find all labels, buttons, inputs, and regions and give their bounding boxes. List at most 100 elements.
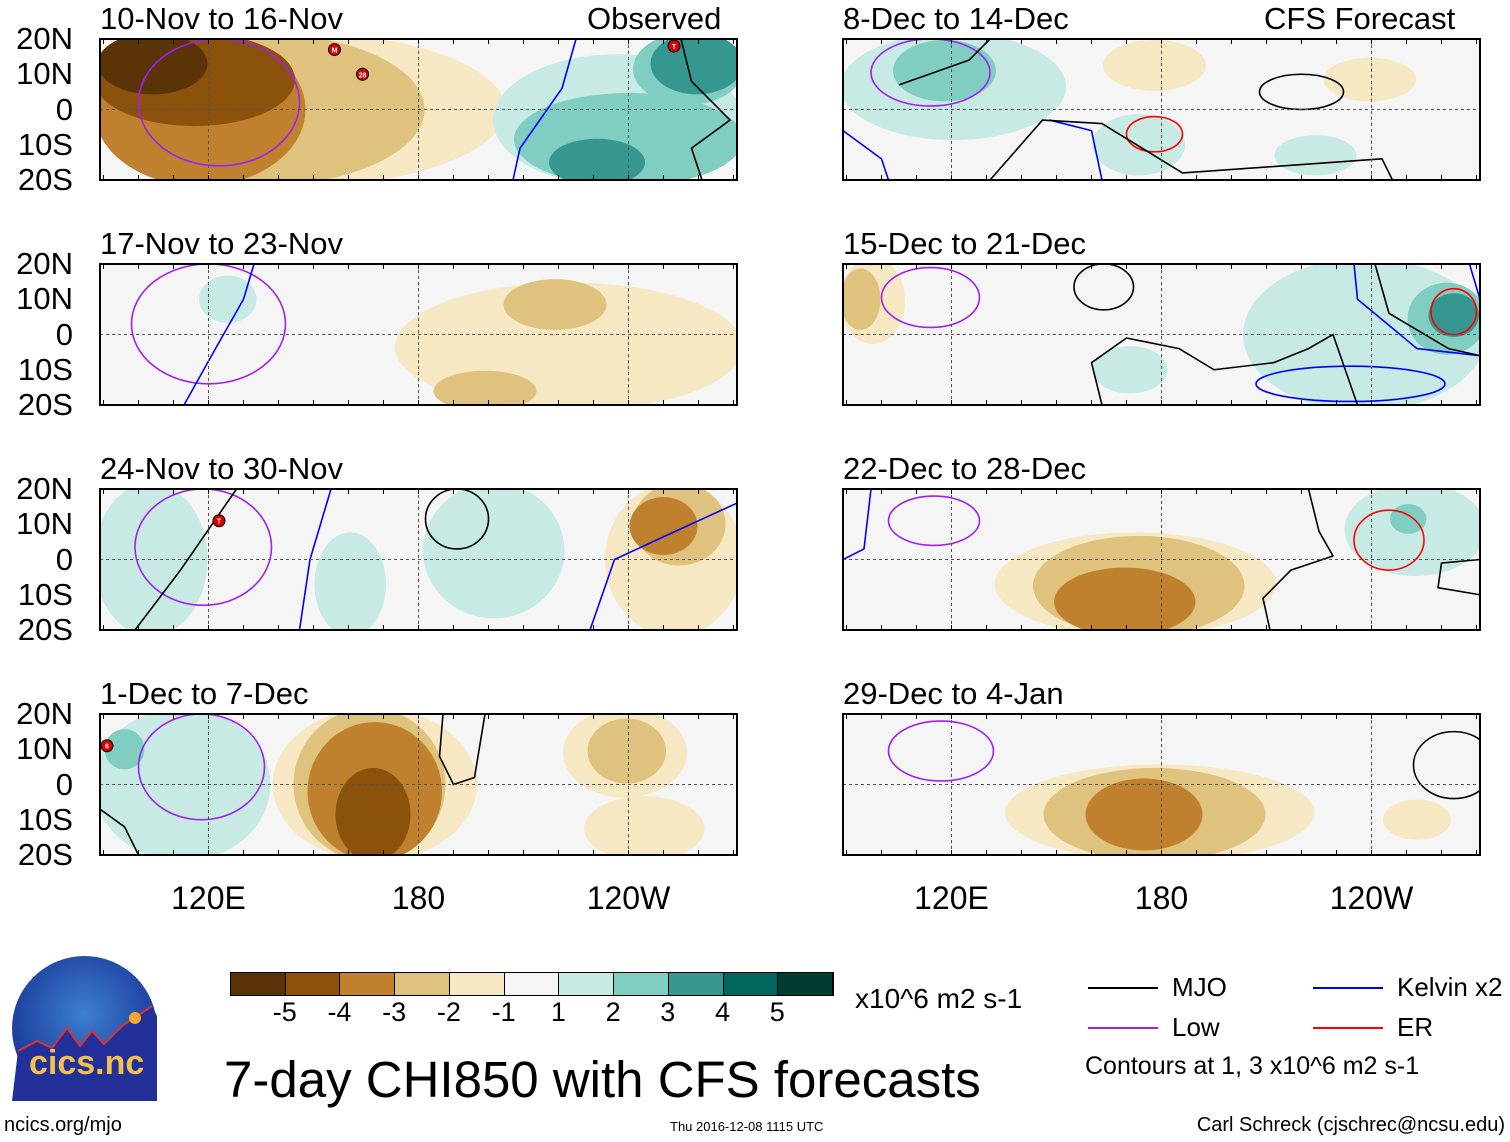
storm-marker: M [328,43,341,57]
anomaly-region [1383,799,1451,840]
anomaly-region [433,370,537,405]
panel-title: 8-Dec to 14-Dec [843,1,1069,36]
map-panel: T [99,488,738,631]
legend-line [1088,987,1158,989]
kelvin-contour [589,502,737,630]
lon-label: 120E [914,880,989,916]
colorbar-label: 4 [715,997,731,1027]
lat-label: 10S [17,126,73,162]
lon-label: 180 [391,880,446,916]
panel-title: 17-Nov to 23-Nov [100,226,343,261]
kelvin-contour [1049,119,1103,180]
er-contour [1353,509,1425,571]
mjo-contour [1262,489,1334,630]
lon-label: 180 [1134,880,1189,916]
panel-title: 15-Dec to 21-Dec [843,226,1086,261]
panel-title: 24-Nov to 30-Nov [100,451,343,486]
lat-label: 0 [55,316,73,352]
map-panel: 6 [99,713,738,856]
anomaly-region [549,138,645,180]
low-contour [137,714,266,821]
panel-title: 22-Dec to 28-Dec [843,451,1086,486]
lon-label: 120E [171,880,246,916]
anomaly-region [1085,778,1203,851]
kelvin-contour [1353,264,1480,357]
lat-label: 20N [16,246,73,281]
anomaly-region [100,489,208,630]
legend-line [1088,1027,1158,1029]
url-link[interactable]: ncics.org/mjo [4,1114,122,1136]
er-contour [1430,287,1478,336]
storm-marker: T [212,514,226,528]
anomaly-region [587,718,666,784]
mjo-contour [100,808,140,855]
legend-line [1313,1027,1383,1029]
colorbar-label: 1 [550,997,566,1027]
figure-title: 7-day CHI850 with CFS forecasts [224,1051,981,1108]
lat-label: 10N [16,506,73,542]
map-panel [842,713,1481,856]
colorbar-label: -2 [436,997,461,1027]
logo-mountains-icon [12,1005,157,1101]
low-contour [887,720,995,782]
contour-note: Contours at 1, 3 x10^6 m2 s-1 [1085,1052,1420,1080]
anomaly-region [1428,293,1479,337]
lat-label: 20S [17,162,73,197]
low-contour [887,495,981,547]
map-panel [842,263,1481,406]
mjo-contour [1374,264,1480,357]
colorbar [230,972,834,996]
lat-label: 10N [16,731,73,767]
colorbar-swatch [340,973,396,995]
panel-title: 10-Nov to 16-Nov [100,1,343,36]
storm-marker: T [667,39,681,53]
lat-label: 20S [17,612,73,647]
lat-label: 20S [17,837,73,872]
kelvin-contour [512,39,577,180]
colorbar-swatch [723,973,779,995]
author-credit: Carl Schreck (cjschrec@ncsu.edu) [1196,1114,1505,1136]
colorbar-swatch [778,973,834,995]
map-panel [842,488,1481,631]
mjo-contour [1073,264,1135,311]
lat-label: 10S [17,801,73,837]
mjo-contour [438,714,486,786]
legend-line [1313,987,1383,989]
lat-label: 0 [55,541,73,577]
lat-label: 20N [16,471,73,506]
storm-label: T [672,44,677,51]
colorbar-swatch [395,973,450,995]
lat-label: 10N [16,56,73,92]
mjo-contour [1412,730,1480,800]
anomaly-region [100,39,208,95]
colorbar-label: -4 [327,997,352,1027]
kelvin-contour [843,489,872,561]
colorbar-label: -5 [272,997,297,1027]
legend-label: Kelvin x2 [1397,972,1503,1002]
er-contour [1125,115,1184,153]
anomaly-region [199,275,257,323]
storm-marker: 6 [100,739,114,753]
colorbar-swatch [504,973,560,995]
cics-logo: cics.nc [12,956,157,1101]
colorbar-label: 3 [660,997,676,1027]
colorbar-swatch [449,973,505,995]
colorbar-label: 2 [605,997,621,1027]
lon-label: 120W [1329,880,1414,916]
mjo-contour [1437,558,1480,596]
anomaly-region [423,489,565,619]
anomaly-region [1092,346,1168,394]
storm-marker: 28 [356,67,369,81]
lat-label: 0 [55,766,73,802]
units-label: x10^6 m2 s-1 [855,983,1023,1014]
observed-label: Observed [587,1,722,36]
anomaly-region [104,729,145,770]
mjo-contour [680,39,731,180]
legend-label: MJO [1172,972,1227,1002]
lat-label: 0 [55,91,73,127]
lat-label: 20S [17,387,73,422]
colorbar-swatch [285,973,341,995]
anomaly-region [1323,57,1416,102]
panel-title: 1-Dec to 7-Dec [100,676,309,711]
